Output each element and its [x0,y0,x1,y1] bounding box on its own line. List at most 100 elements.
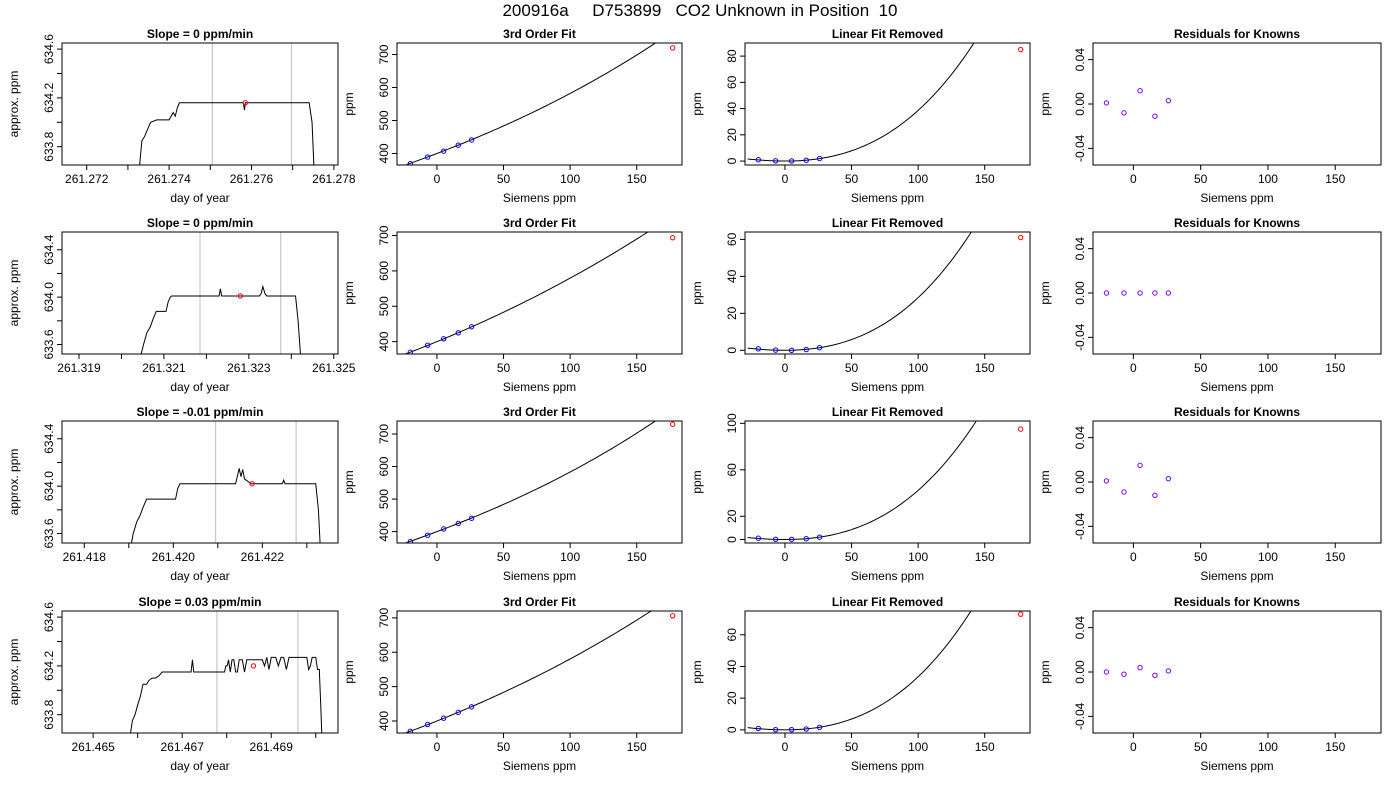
y-tick-label: 20 [725,306,739,320]
data-point [424,721,431,728]
plot-area [404,232,676,354]
y-tick-label: 0 [725,536,739,543]
y-tick-label: 20 [725,509,739,523]
panel-title: Slope = -0.01 ppm/min [136,405,263,419]
x-tick-label: 261.276 [230,172,274,186]
data-point [455,520,461,527]
x-tick-label: 261.272 [65,172,109,186]
y-axis-label: ppm [690,281,704,304]
y-tick-label: 633.8 [42,699,56,729]
y-tick-label: 60 [725,75,739,89]
y-tick-label: 0 [725,157,739,164]
y-axis-label: ppm [690,470,704,493]
x-tick-label: 50 [497,740,511,754]
y-tick-label: 500 [377,296,391,316]
data-point [1017,234,1024,241]
plot-frame [396,610,683,734]
panel-title: Linear Fit Removed [832,405,943,419]
data-point [1121,671,1127,677]
plot-frame [61,42,339,166]
x-tick-label: 150 [627,361,647,375]
series-line [130,656,323,733]
x-tick-label: 261.278 [312,172,356,186]
data-point [755,725,762,732]
data-point [1017,426,1024,432]
plot-area [140,232,301,354]
series-line [139,102,315,165]
y-tick-label: 0.00 [1073,660,1087,684]
panel-13: Slope = 0.03 ppm/min 261.465 261.467 261.46… [7,595,339,773]
x-axis-label: Siemens ppm [1200,380,1273,394]
y-tick-label: 500 [377,676,391,696]
panel-15: Linear Fit Removed 0 50 100 150 0 20 40 60 Siemen… [690,595,1031,773]
data-point [755,157,762,163]
x-tick-label: 0 [1130,550,1137,564]
data-point [816,534,823,540]
x-tick-label: 150 [1325,361,1345,375]
x-axis-label: Siemens ppm [503,380,576,394]
x-axis-label: day of year [170,380,229,394]
data-point [1121,290,1127,296]
x-axis-label: Siemens ppm [503,569,576,583]
y-tick-label: 700 [377,44,391,64]
plot-area [130,421,321,543]
plot-frame [61,420,339,544]
panel-title: Slope = 0.03 ppm/min [138,595,261,609]
plot-area [747,611,1024,733]
x-tick-label: 150 [975,740,995,754]
y-tick-label: 600 [377,642,391,662]
x-tick-label: 261.418 [63,550,107,564]
x-tick-label: 0 [434,740,441,754]
panel-14: 3rd Order Fit 0 50 100 150 400 500 600 700 Siemen… [342,595,683,773]
data-point [242,100,249,106]
plot-area [404,43,676,165]
x-tick-label: 150 [975,361,995,375]
y-tick-label: 500 [377,110,391,130]
y-tick-label: 700 [377,225,391,245]
data-point [249,481,255,487]
y-tick-label: 100 [725,413,739,433]
data-point [788,158,795,164]
y-axis-label: approx. ppm [7,639,21,706]
y-tick-label: 400 [377,331,391,351]
x-tick-label: 50 [497,172,511,186]
panel-7: Linear Fit Removed 0 50 100 150 0 20 40 60 Siemen… [690,216,1031,394]
plot-frame [744,420,1031,544]
data-point [1103,100,1110,106]
data-point [772,536,779,542]
data-point [468,324,475,330]
data-point [440,336,447,342]
y-tick-label: 634.6 [42,602,56,632]
plot-area [747,421,1024,543]
x-tick-label: 261.274 [147,172,191,186]
panel-10: 3rd Order Fit 0 50 100 150 400 500 600 700 Siemen… [342,405,683,583]
data-point [788,347,795,354]
plot-area [1103,87,1172,119]
data-point [1152,290,1158,296]
x-tick-label: 0 [434,172,441,186]
x-tick-label: 150 [1325,740,1345,754]
fit-curve [747,611,972,731]
y-tick-label: 400 [377,143,391,163]
y-axis-label: ppm [342,470,356,493]
data-point [424,154,431,160]
data-point [455,330,461,336]
plot-frame [61,231,339,355]
y-tick-label: 634.4 [42,423,56,453]
x-axis-label: Siemens ppm [851,380,924,394]
y-axis-label: ppm [690,92,704,115]
panel-title: Slope = 0 ppm/min [147,216,253,230]
x-tick-label: 150 [627,550,647,564]
x-tick-label: 50 [845,172,859,186]
x-tick-label: 0 [782,550,789,564]
y-axis-label: ppm [342,92,356,115]
plot-frame [744,42,1031,166]
panel-title: Residuals for Knowns [1174,595,1300,609]
x-tick-label: 100 [1258,740,1278,754]
x-tick-label: 100 [908,361,928,375]
data-point [455,142,461,148]
y-tick-label: 60 [725,463,739,477]
plot-area [404,421,676,543]
data-point [407,538,414,543]
x-tick-label: 0 [434,550,441,564]
